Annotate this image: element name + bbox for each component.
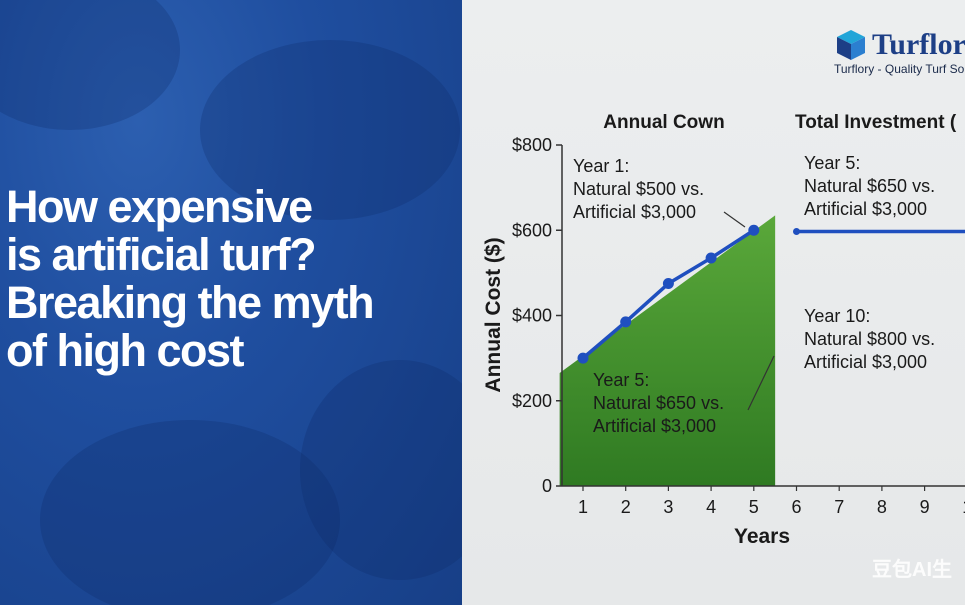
annotation-text: Year 5: bbox=[804, 153, 860, 173]
data-point bbox=[620, 316, 632, 328]
panel-title-total: Total Investment ( bbox=[795, 112, 957, 133]
y-tick-label: $800 bbox=[512, 135, 552, 155]
panel-title-annual: Annual Cown bbox=[603, 112, 724, 133]
grass-area bbox=[559, 215, 776, 487]
x-tick-label: 6 bbox=[791, 497, 801, 517]
x-tick-label: 5 bbox=[749, 497, 759, 517]
x-tick-label: 4 bbox=[706, 497, 716, 517]
annotation-text: Artificial $3,000 bbox=[804, 352, 927, 372]
brand-name: Turflory bbox=[872, 28, 965, 61]
headline-line: How expensive bbox=[6, 181, 313, 232]
y-tick-label: $600 bbox=[512, 220, 552, 240]
data-point bbox=[793, 228, 800, 236]
data-point bbox=[577, 352, 589, 364]
annotation-layer: Year 1: Natural $500 vs. Artificial $3,000… bbox=[573, 153, 935, 436]
headline-line: of high cost bbox=[6, 325, 244, 376]
annotation-text: Artificial $3,000 bbox=[804, 199, 927, 219]
hero-panel: How expensive is artificial turf? Breaki… bbox=[0, 0, 462, 605]
annotation-text: Artificial $3,000 bbox=[593, 416, 716, 436]
annotation-text: Artificial $3,000 bbox=[573, 202, 696, 222]
grass-area-layer bbox=[559, 215, 776, 487]
x-tick-label: 2 bbox=[621, 497, 631, 517]
annotation-text: Year 10: bbox=[804, 306, 870, 326]
data-point bbox=[705, 252, 717, 264]
cube-icon bbox=[837, 30, 865, 60]
x-tick-label: 9 bbox=[920, 497, 930, 517]
data-point bbox=[662, 278, 674, 290]
y-tick-label: $400 bbox=[512, 306, 552, 326]
data-point bbox=[748, 224, 760, 236]
annotation-leader bbox=[747, 355, 775, 411]
y-tick-label: 0 bbox=[542, 476, 552, 496]
series-layer bbox=[577, 224, 965, 364]
x-tick-label: 1 bbox=[962, 497, 965, 517]
x-tick-label: 1 bbox=[578, 497, 588, 517]
annotation-text: Natural $650 vs. bbox=[804, 176, 935, 196]
annotation-text: Natural $500 vs. bbox=[573, 179, 704, 199]
annotation-text: Natural $650 vs. bbox=[593, 393, 724, 413]
annotation-text: Natural $800 vs. bbox=[804, 329, 935, 349]
brand-tagline: Turflory - Quality Turf Soluti bbox=[834, 62, 965, 76]
x-tick-label: 7 bbox=[834, 497, 844, 517]
x-axis-label: Years bbox=[734, 525, 790, 548]
tree-texture bbox=[40, 420, 340, 605]
headline-line: is artificial turf? bbox=[6, 229, 317, 280]
annotation-text: Year 1: bbox=[573, 156, 629, 176]
tree-texture bbox=[200, 40, 460, 220]
cost-chart: Annual Cown Total Investment ( 0 $200 $400… bbox=[482, 112, 965, 548]
headline: How expensive is artificial turf? Breaki… bbox=[6, 181, 375, 376]
y-axis-label: Annual Cost ($) bbox=[482, 237, 505, 392]
tree-texture bbox=[300, 360, 462, 580]
annotation-text: Year 5: bbox=[593, 370, 649, 390]
headline-line: Breaking the myth bbox=[6, 277, 375, 328]
chart-panel: Turflory Turflory - Quality Turf Soluti … bbox=[462, 0, 965, 605]
annotation-leader bbox=[723, 211, 746, 228]
y-tick-label: $200 bbox=[512, 391, 552, 411]
x-tick-label: 3 bbox=[663, 497, 673, 517]
axes-layer: 0 $200 $400 $600 $800 1 2 3 4 5 6 7 8 9 1 bbox=[512, 135, 965, 517]
x-tick-label: 8 bbox=[877, 497, 887, 517]
tree-texture bbox=[0, 0, 180, 130]
watermark: 豆包AI生 bbox=[872, 559, 952, 581]
